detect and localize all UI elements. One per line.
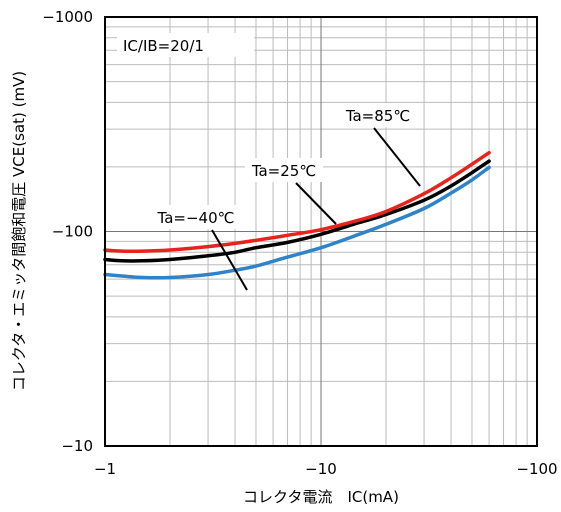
y-tick-label: −100	[52, 223, 93, 241]
annotation-leader-ta-85	[373, 127, 421, 187]
series-layer	[103, 150, 491, 280]
annotation-leader-ta-25	[295, 182, 337, 225]
annotation-layer: Ta=85℃ Ta=25℃ Ta=−40℃	[153, 103, 421, 291]
annotation-leader-ta-40	[211, 229, 248, 291]
x-tick-label: −1	[94, 460, 116, 478]
annotation-background-ta-85	[339, 103, 417, 127]
annotation-background-ta-25	[245, 158, 323, 182]
annotation-label-ta-85: Ta=85℃	[345, 107, 410, 125]
x-tick-label: −100	[516, 460, 557, 478]
condition-label-group: IC/IB=20/1	[117, 33, 254, 57]
x-tick-label: −10	[305, 460, 337, 478]
condition-label-background	[117, 33, 254, 57]
annotation-label-ta-40: Ta=−40℃	[157, 209, 235, 227]
x-axis-title: コレクタ電流 IC(mA)	[243, 488, 399, 506]
series-line-ta-40	[103, 165, 491, 280]
tick-labels: −1 −10 −100−10−100−1000	[42, 8, 557, 478]
annotation-label-ta-25: Ta=25℃	[251, 162, 316, 180]
series-line-ta-85	[103, 150, 491, 253]
series-line-ta-25	[103, 159, 491, 263]
condition-label: IC/IB=20/1	[123, 37, 204, 55]
y-axis-title: コレクタ・エミッタ間飽和電圧 VCE(sat) (mV)	[10, 71, 28, 391]
y-tick-label: −10	[61, 437, 93, 455]
y-tick-label: −1000	[42, 8, 93, 26]
annotation-background-ta-40	[153, 205, 239, 229]
plot-frame	[104, 16, 538, 447]
major-grid	[105, 17, 537, 446]
